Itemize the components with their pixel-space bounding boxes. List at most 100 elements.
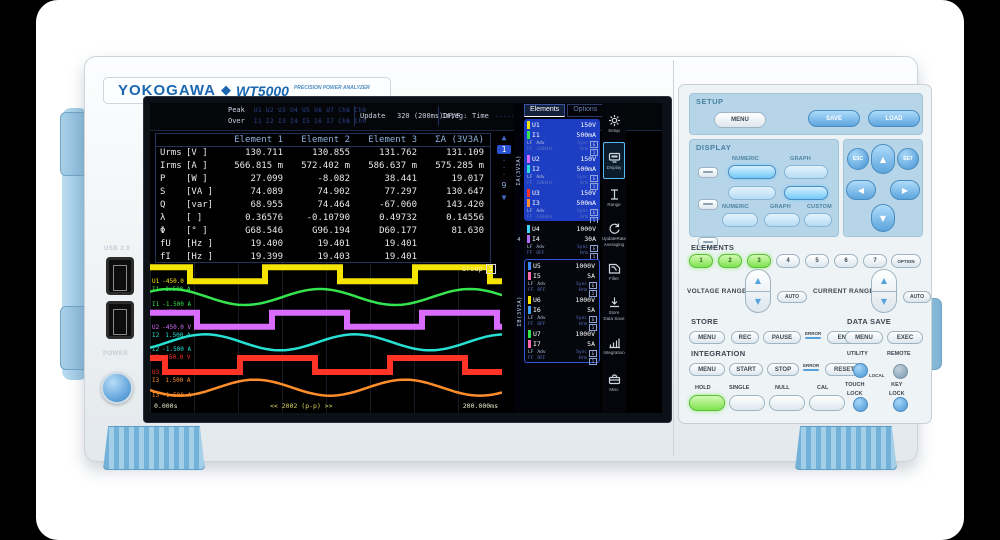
arrow-up-button[interactable]: ▲	[871, 144, 895, 174]
element-option-button[interactable]: OPTION	[891, 254, 921, 268]
element-entry-7[interactable]: U7 1000V I7 5A LF FF Adv OFF Sync Hrm G 1	[525, 328, 599, 365]
sync-box-2: 1	[589, 290, 597, 297]
element-flags: LF FF Adv 100kHz Sync Hrm G 1	[527, 141, 598, 157]
integration-softkey[interactable]: Integration	[603, 327, 625, 364]
element-button-1[interactable]: 1	[689, 254, 713, 268]
display-custom-button[interactable]	[804, 213, 832, 227]
element-entry-4[interactable]: U4 1000V I4 30A LF FF Adv OFF Sync Hrm G 1	[524, 223, 600, 260]
filter-softkey[interactable]: Filter	[603, 253, 625, 290]
lf-ff-flags: LF FF	[528, 282, 533, 298]
local-label: LOCAL	[869, 373, 885, 378]
right-foot	[795, 426, 897, 470]
sync-box-2: 1	[590, 149, 598, 156]
element-button-4[interactable]: 4	[776, 254, 800, 268]
setup-title: SETUP	[696, 97, 724, 106]
waveform-time-axis: 0.000s << 2002 (p-p) >> 200.000ms	[150, 402, 502, 412]
element-entry-1[interactable]: U1 150V I1 500mA LF FF Adv 100kHz Sync Hrm G 1	[524, 119, 600, 156]
save-button[interactable]: SAVE	[808, 110, 860, 127]
element-button-5[interactable]: 5	[805, 254, 829, 268]
current-auto-button[interactable]: AUTO	[903, 291, 931, 303]
integration-menu-button[interactable]: MENU	[689, 363, 725, 376]
voltage-auto-button[interactable]: AUTO	[777, 291, 807, 303]
current-color-bar	[527, 165, 530, 173]
sync-flags: Sync Hrm	[577, 141, 588, 157]
display-indicator-2[interactable]	[698, 199, 718, 210]
row-name: Urms	[160, 148, 182, 158]
key-lock-button[interactable]	[893, 397, 908, 412]
integration-start-button[interactable]: START	[729, 363, 763, 376]
store-rec-button[interactable]: REC	[731, 331, 759, 344]
display-numeric-button-3[interactable]	[722, 213, 758, 227]
arrow-left-button[interactable]: ◀	[846, 180, 876, 200]
tab-elements[interactable]: Elements	[524, 104, 566, 117]
voltage-range-rocker[interactable]: ▲ ▼	[745, 269, 771, 313]
display-graph-button-1[interactable]	[784, 165, 828, 179]
trace-channel: U1	[152, 263, 160, 271]
tab-options[interactable]: Options	[567, 104, 604, 117]
voltage-range-up[interactable]: ▲	[746, 270, 770, 292]
hold-button[interactable]	[689, 395, 725, 411]
data-save-exec-button[interactable]: EXEC	[887, 331, 923, 344]
setup-softkey[interactable]: Setup	[603, 105, 625, 142]
data-save-title: DATA SAVE	[847, 317, 892, 326]
single-button[interactable]	[729, 395, 765, 411]
integration-error-led	[803, 369, 820, 371]
trace-bottom-value: -1.500 A	[162, 391, 192, 399]
element-entry-5[interactable]: U5 1000V I5 5A LF FF Adv OFF Sync Hrm G 1	[525, 260, 599, 297]
voltage-range-down[interactable]: ▼	[754, 297, 762, 307]
current-range-rocker[interactable]: ▲ ▼	[871, 269, 897, 313]
display-numeric-button-1[interactable]	[728, 165, 776, 179]
cal-button[interactable]	[809, 395, 845, 411]
element-button-6[interactable]: 6	[834, 254, 858, 268]
set-button[interactable]: SET	[897, 148, 919, 170]
column-header-1: Element 1	[234, 135, 283, 145]
data-save-menu-button[interactable]: MENU	[845, 331, 883, 344]
esc-button[interactable]: ESC	[847, 148, 869, 170]
display-graph-button-3[interactable]	[764, 213, 800, 227]
integration-stop-button[interactable]: STOP	[767, 363, 799, 376]
store-menu-button[interactable]: MENU	[689, 331, 725, 344]
setup-menu-button[interactable]: MENU	[714, 112, 766, 128]
current-range-down[interactable]: ▼	[880, 297, 888, 307]
page-up-icon[interactable]: ▲	[501, 133, 507, 142]
element-button-2[interactable]: 2	[718, 254, 742, 268]
panel-seam	[673, 60, 674, 456]
cell-value: 131.762	[379, 148, 417, 158]
load-button[interactable]: LOAD	[868, 110, 920, 127]
utility-button[interactable]	[853, 363, 868, 378]
arrow-down-button[interactable]: ▼	[871, 204, 895, 232]
model-tagline: PRECISION POWER ANALYZER	[293, 84, 370, 91]
display-numeric-button-2[interactable]	[728, 186, 776, 200]
element-button-3[interactable]: 3	[747, 254, 771, 268]
display-graph-button-2[interactable]	[784, 186, 828, 200]
arrow-right-button[interactable]: ▶	[890, 180, 920, 200]
touch-lock-button[interactable]	[853, 397, 868, 412]
misc-softkey[interactable]: Misc	[603, 364, 625, 401]
range-softkey[interactable]: Range	[603, 179, 625, 216]
time-label: Time	[472, 112, 489, 120]
trace-channel: U1	[152, 278, 160, 286]
cell-value: D60.177	[379, 226, 417, 236]
display-indicator-3[interactable]	[698, 237, 718, 248]
sync-box-1: G	[590, 141, 598, 148]
page-last[interactable]: 9	[501, 181, 507, 190]
update-rate-softkey[interactable]: UpdateRate Averaging	[602, 216, 626, 253]
element-button-7[interactable]: 7	[863, 254, 887, 268]
voltage-range-label: VOLTAGE RANGE	[687, 288, 747, 295]
cal-label: CAL	[817, 385, 829, 391]
power-button[interactable]	[101, 372, 133, 404]
element-entry-6[interactable]: U6 1000V I6 5A LF FF Adv OFF Sync Hrm G 1	[525, 294, 599, 331]
element-entry-3[interactable]: U3 150V I3 500mA LF FF Adv 100kHz Sync Hrm G 1	[524, 187, 600, 224]
current-range-up[interactable]: ▲	[872, 270, 896, 292]
page-down-icon[interactable]: ▼	[501, 193, 507, 202]
store-download-icon	[609, 297, 619, 308]
null-button[interactable]	[769, 395, 805, 411]
element-entry-2[interactable]: U2 150V I2 500mA LF FF Adv 100kHz Sync Hrm G 1	[524, 153, 600, 190]
store-softkey[interactable]: Store Data Save	[603, 290, 625, 327]
store-pause-button[interactable]: PAUSE	[763, 331, 801, 344]
page-current[interactable]: 1	[497, 145, 511, 154]
display-indicator-1[interactable]	[698, 167, 718, 178]
display-softkey[interactable]: Display	[603, 142, 625, 179]
trace-label-top: I3 1.500 A	[152, 377, 191, 384]
sync-box-1: G	[590, 175, 598, 182]
